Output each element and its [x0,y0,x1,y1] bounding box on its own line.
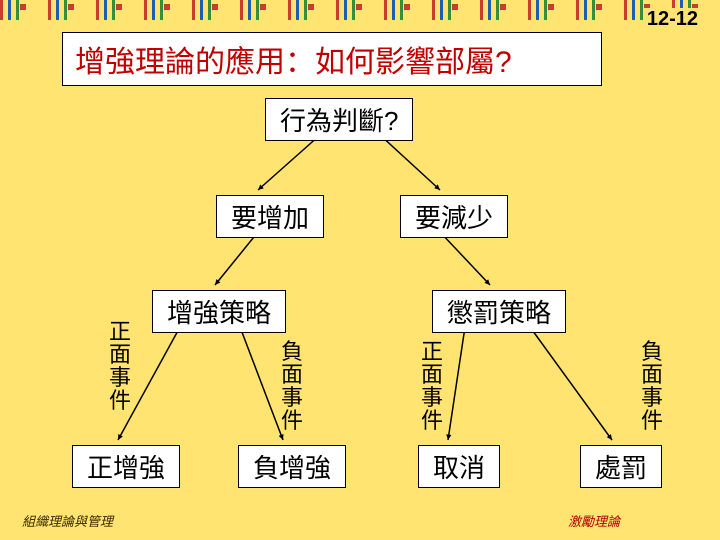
label-pos-event-right: 正面事件 [420,340,444,432]
node-pos-reinforce: 正增強 [72,445,180,488]
page-number: 12-12 [643,8,702,31]
footer-right: 激勵理論 [568,511,620,530]
label-neg-event-left: 負面事件 [280,340,304,432]
node-cancel: 取消 [418,445,500,488]
footer-left: 組織理論與管理 [22,511,113,530]
node-punish: 處罰 [580,445,662,488]
node-reinforce-strategy: 增強策略 [152,290,286,333]
slide-title: 增強理論的應用：如何影響部屬? [62,32,602,86]
node-root: 行為判斷? [265,98,413,141]
node-neg-reinforce: 負增強 [238,445,346,488]
decorative-top-border [0,0,720,20]
label-pos-event-left: 正面事件 [108,320,132,412]
node-decrease: 要減少 [400,195,508,238]
node-punish-strategy: 懲罰策略 [432,290,566,333]
node-increase: 要增加 [216,195,324,238]
label-neg-event-right: 負面事件 [640,340,664,432]
